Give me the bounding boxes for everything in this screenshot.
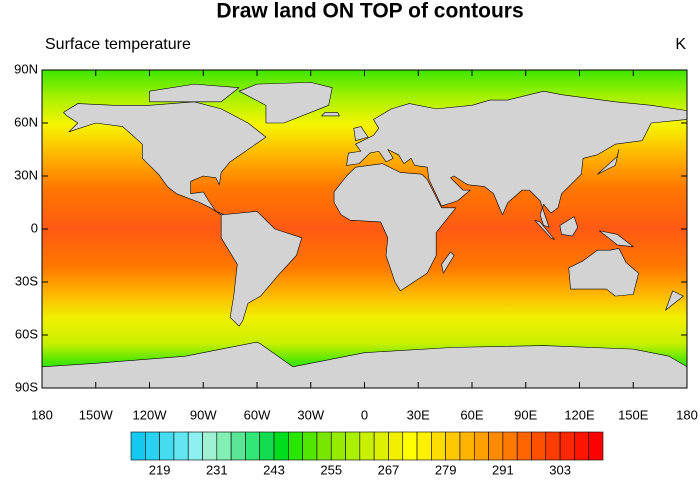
colorbar-box [173, 431, 189, 461]
x-tick-label: 150W [79, 407, 114, 422]
colorbar-box [316, 431, 332, 461]
colorbar-box [531, 431, 547, 461]
colorbar-box [459, 431, 475, 461]
antarctica [42, 342, 687, 388]
colorbar-label: 255 [320, 462, 342, 477]
new-zealand [666, 291, 684, 310]
colorbar-box [273, 431, 289, 461]
colorbar-box [216, 431, 232, 461]
y-tick-label: 90S [15, 379, 38, 394]
iceland [321, 112, 339, 116]
colorbar-box [516, 431, 532, 461]
colorbar-box [230, 431, 246, 461]
colorbar-box [302, 431, 318, 461]
colorbar-box [574, 431, 589, 461]
x-tick-label: 180 [676, 407, 698, 422]
colorbar-box [488, 431, 504, 461]
borneo [560, 217, 578, 236]
colorbar-box [359, 431, 375, 461]
colorbar-box [259, 431, 275, 461]
colorbar-box [330, 431, 346, 461]
chart-title: Draw land ON TOP of contours [216, 0, 523, 23]
colorbar-label: 219 [149, 462, 171, 477]
sumatra [535, 220, 555, 239]
colorbar-box [145, 431, 160, 461]
colorbar-box [588, 431, 604, 461]
y-tick-label: 30N [14, 167, 38, 182]
new-guinea [599, 231, 633, 247]
eurasia [347, 91, 687, 227]
x-tick-label: 90W [190, 407, 217, 422]
land [42, 82, 687, 388]
x-tick-label: 150E [618, 407, 649, 422]
south-america [221, 211, 302, 326]
colorbar-box [402, 431, 418, 461]
colorbar-box [130, 431, 146, 461]
madagascar [442, 252, 455, 273]
colorbar-box [502, 431, 518, 461]
colorbar-box [245, 431, 261, 461]
colorbar-box [416, 431, 432, 461]
arctic-islands [149, 84, 239, 102]
colorbar-box [187, 431, 203, 461]
subtitle: Surface temperature [45, 36, 191, 53]
colorbar-box [559, 431, 575, 461]
y-tick-label: 60N [14, 114, 38, 129]
x-tick-label: 30W [297, 407, 324, 422]
japan [597, 149, 619, 174]
colorbar-box [159, 431, 175, 461]
colorbar-label: 279 [435, 462, 457, 477]
x-tick-label: 0 [361, 407, 368, 422]
colorbar-label: 267 [378, 462, 400, 477]
units: K [675, 36, 686, 53]
y-tick-label: 60S [15, 326, 38, 341]
x-tick-label: 60W [244, 407, 271, 422]
colorbar-box [445, 431, 461, 461]
x-tick-label: 180 [31, 407, 53, 422]
colorbar-box [431, 431, 446, 461]
x-tick-label: 30E [407, 407, 430, 422]
x-tick-label: 120E [564, 407, 595, 422]
colorbar-label: 231 [206, 462, 228, 477]
colorbar-box [473, 431, 489, 461]
y-tick-label: 30S [15, 273, 38, 288]
colorbar-label: 291 [492, 462, 514, 477]
colorbar-label: 303 [549, 462, 571, 477]
australia [569, 248, 639, 296]
colorbar-box [388, 431, 404, 461]
britain [354, 127, 368, 141]
colorbar-box [202, 431, 218, 461]
africa [334, 164, 456, 291]
map [42, 70, 687, 388]
x-tick-label: 90E [514, 407, 537, 422]
colorbar-box [345, 431, 361, 461]
colorbar-box [545, 431, 561, 461]
colorbar-label: 243 [263, 462, 285, 477]
y-tick-label: 0 [31, 220, 38, 235]
x-tick-label: 60E [460, 407, 483, 422]
colorbar-box [373, 431, 389, 461]
x-tick-label: 120W [133, 407, 168, 422]
y-tick-label: 90N [14, 61, 38, 76]
colorbar-box [288, 431, 303, 461]
north-america [63, 102, 265, 215]
greenland [239, 82, 332, 123]
